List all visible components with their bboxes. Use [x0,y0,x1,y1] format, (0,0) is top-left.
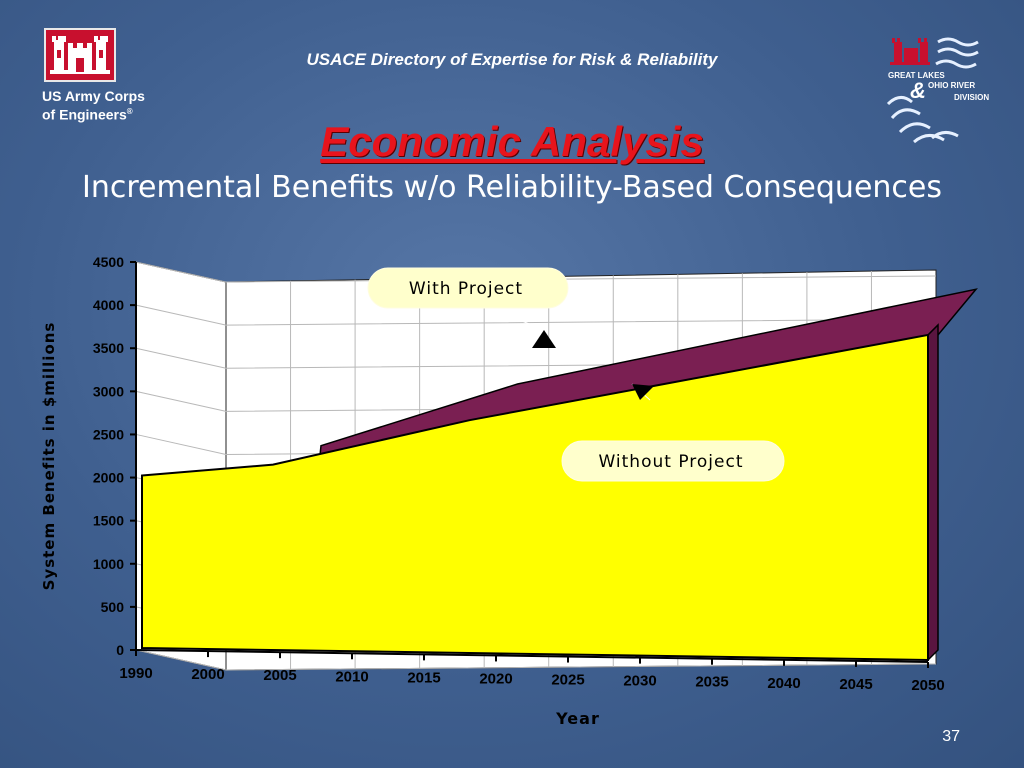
great-lakes-ohio-river-division-icon: GREAT LAKES & OHIO RIVER DIVISION [880,34,992,146]
callout-without-project-arrow [632,384,654,400]
slide-title: Economic Analysis [320,118,704,165]
chart-callouts: With Project Without Project [367,267,785,482]
y-tick-label-5: 2500 [93,426,124,442]
x-axis-label: Year [555,709,600,728]
x-tick-label-10: 2045 [839,676,872,693]
x-axis-line [135,649,929,663]
y-tick-label-4: 2000 [93,470,124,486]
usace-wordmark: US Army Corps of Engineers® [42,88,145,123]
org-line-2: of Engineers® [42,104,145,123]
registered-mark: ® [126,107,133,116]
x-tick-label-3: 2010 [335,668,368,685]
callout-without-project-box [561,440,785,482]
x-tick-label-7: 2030 [623,673,656,690]
y-axis-label: System Benefits in $millions [40,322,58,591]
callout-with-project-leader [499,311,545,331]
callout-with-project-arrow [532,330,556,348]
series-side-face [927,323,939,662]
x-tick-label-5: 2020 [479,670,512,687]
callout-with-project-label: With Project [409,279,523,299]
x-tick-label-11: 2050 [911,677,944,694]
x-tick-label-6: 2025 [551,672,584,689]
callout-with-project-box [367,267,569,309]
grid-line-y-9 [135,261,937,283]
x-tick-label-2: 2005 [263,667,296,684]
x-tick-label-4: 2015 [407,669,440,686]
y-tick-label-1: 500 [101,599,125,615]
x-tick-label-8: 2035 [695,674,728,691]
y-tick-label-7: 3500 [93,340,124,356]
x-tick-label-0: 1990 [119,665,152,682]
logo-text-ampersand: & [910,78,926,103]
org-line-2-text: of Engineers [42,106,127,123]
page-number: 37 [942,728,960,745]
chart-series [141,288,978,662]
series-without-project [141,333,929,662]
logo-text-great-lakes: GREAT LAKES [888,71,945,80]
y-tick-label-0: 0 [116,642,124,658]
x-tick-label-9: 2040 [767,675,800,692]
y-tick-label-6: 3000 [93,383,124,399]
grid-line-y-0 [135,649,937,671]
logo-text-ohio-river: OHIO RIVER [928,81,975,90]
header-title: USACE Directory of Expertise for Risk & … [306,50,718,69]
logo-text-division: DIVISION [954,93,989,102]
slide-subtitle: Incremental Benefits w/o Reliability-Bas… [81,170,942,205]
chart-tick-labels: 0 500 1000 1500 2000 2500 3000 3500 4000 4500 1990… [93,254,945,694]
org-line-1: US Army Corps [42,88,145,104]
y-tick-label-3: 1500 [93,513,124,529]
x-tick-label-1: 2000 [191,666,224,683]
y-tick-label-2: 1000 [93,556,124,572]
usace-castle-icon [44,28,116,82]
callout-without-project-label: Without Project [598,452,743,472]
y-tick-label-9: 4500 [93,254,124,270]
chart-axes [135,262,929,663]
y-tick-label-8: 4000 [93,297,124,313]
grid-line-y-8 [135,304,937,326]
